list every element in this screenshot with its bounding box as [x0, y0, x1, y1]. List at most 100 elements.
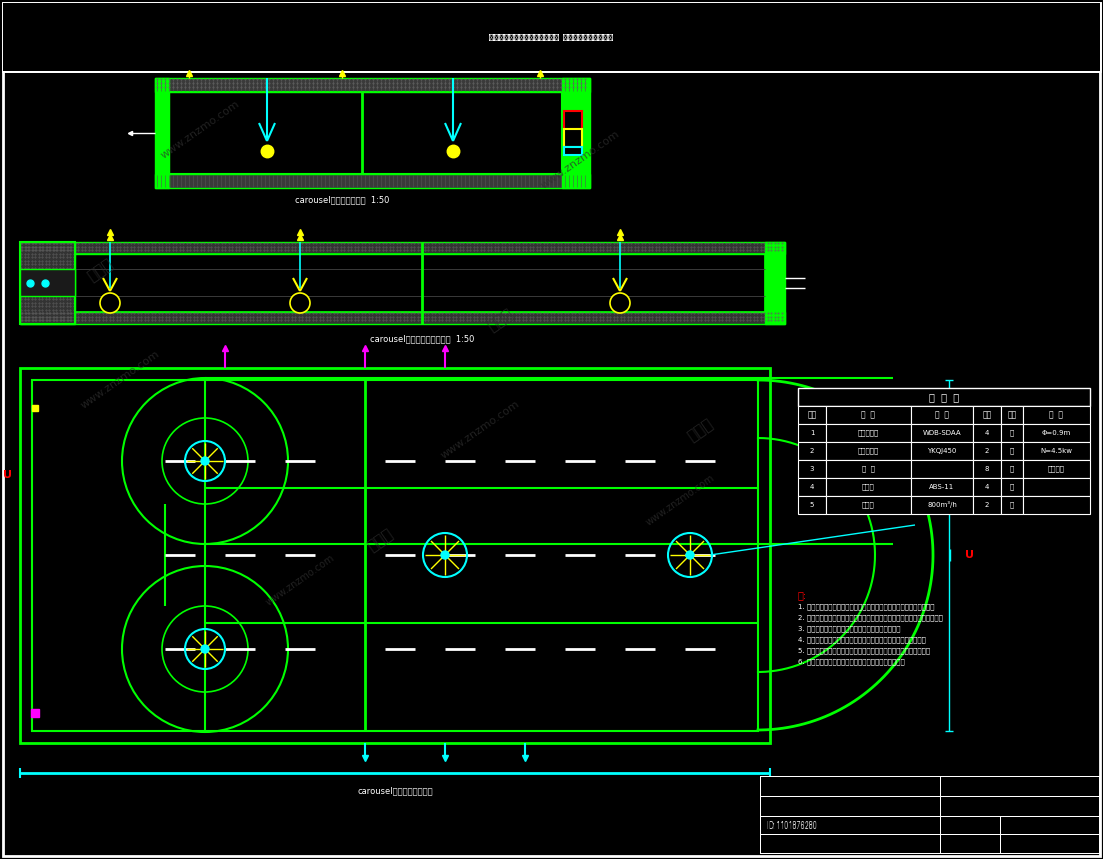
- Circle shape: [441, 551, 449, 559]
- Bar: [1002, 460, 1022, 478]
- Text: www.znzmo.com: www.znzmo.com: [644, 472, 716, 527]
- Text: 套: 套: [1010, 466, 1014, 472]
- Text: 800m³/h: 800m³/h: [927, 502, 957, 509]
- Bar: [1002, 424, 1022, 442]
- Text: carousel氧化沟主要尺寸  1:50: carousel氧化沟主要尺寸 1:50: [295, 196, 389, 204]
- Text: 4. 本设计图仅作为工艺参考图，具体施工以建筑专业施工图为准。: 4. 本设计图仅作为工艺参考图，具体施工以建筑专业施工图为准。: [797, 637, 925, 643]
- Text: 1. 本图纸各设备安装尺寸以设备提供商提资为准，结合现场情况确定。: 1. 本图纸各设备安装尺寸以设备提供商提资为准，结合现场情况确定。: [797, 604, 934, 610]
- Text: 闸  门: 闸 门: [861, 466, 875, 472]
- Bar: [797, 496, 826, 514]
- Bar: [826, 460, 911, 478]
- Text: 台: 台: [1010, 484, 1014, 490]
- Bar: [1022, 496, 1090, 514]
- Text: 4: 4: [985, 430, 989, 436]
- Text: 8: 8: [985, 466, 989, 472]
- Text: 知末网: 知末网: [685, 416, 716, 444]
- Circle shape: [686, 551, 694, 559]
- Bar: [797, 442, 826, 460]
- Bar: [765, 242, 785, 324]
- Text: 知末网: 知末网: [364, 526, 396, 554]
- Text: 3: 3: [810, 466, 814, 472]
- Text: 2: 2: [985, 448, 989, 454]
- Bar: [20, 269, 75, 296]
- Bar: [1022, 478, 1090, 496]
- Bar: [797, 478, 826, 496]
- Bar: [826, 406, 911, 424]
- Text: carousel氧化沟平面及剖面: carousel氧化沟平面及剖面: [357, 787, 432, 795]
- Bar: [156, 78, 590, 92]
- Text: 5. 本图材料如无特别标注均为碳钢，应做防腐处理，水下环氧涂料。: 5. 本图材料如无特别标注均为碳钢，应做防腐处理，水下环氧涂料。: [797, 648, 930, 655]
- Bar: [973, 442, 1002, 460]
- Bar: [911, 406, 973, 424]
- Text: www.znzmo.com: www.znzmo.com: [78, 349, 161, 411]
- Bar: [1022, 424, 1090, 442]
- Bar: [564, 111, 582, 129]
- Bar: [1002, 442, 1022, 460]
- Bar: [169, 92, 563, 174]
- Text: 台: 台: [1010, 430, 1014, 436]
- Bar: [826, 424, 911, 442]
- Text: 单位: 单位: [1007, 411, 1017, 419]
- Circle shape: [100, 293, 120, 313]
- Bar: [3, 3, 1100, 71]
- Text: www.znzmo.com: www.znzmo.com: [264, 552, 336, 607]
- Bar: [20, 242, 785, 254]
- Text: www.znzmo.com: www.znzmo.com: [439, 399, 522, 461]
- Text: 水下推进器: 水下推进器: [857, 448, 879, 454]
- Text: 转碟曝气机: 转碟曝气机: [857, 430, 879, 436]
- Bar: [75, 254, 765, 312]
- Text: www.znzmo.com: www.znzmo.com: [538, 129, 621, 191]
- Bar: [911, 460, 973, 478]
- Bar: [32, 380, 758, 731]
- Circle shape: [610, 293, 630, 313]
- Bar: [973, 496, 1002, 514]
- Bar: [797, 388, 1090, 406]
- Text: 知末网: 知末网: [484, 306, 515, 334]
- Bar: [973, 478, 1002, 496]
- Text: 备  注: 备 注: [1049, 411, 1063, 419]
- Text: 知末网: 知末网: [85, 256, 116, 284]
- Text: 铸铁螺杆: 铸铁螺杆: [1048, 466, 1064, 472]
- Bar: [797, 424, 826, 442]
- Circle shape: [290, 293, 310, 313]
- Bar: [169, 92, 563, 174]
- Bar: [911, 496, 973, 514]
- Bar: [973, 406, 1002, 424]
- Text: 注:: 注:: [797, 590, 807, 600]
- Bar: [1022, 406, 1090, 424]
- Bar: [826, 478, 911, 496]
- Bar: [1002, 496, 1022, 514]
- Bar: [1002, 478, 1022, 496]
- Bar: [911, 478, 973, 496]
- Bar: [826, 496, 911, 514]
- Bar: [156, 174, 590, 188]
- Bar: [1002, 406, 1022, 424]
- Bar: [1022, 460, 1090, 478]
- Text: 4: 4: [810, 484, 814, 490]
- Bar: [156, 78, 169, 188]
- Text: carousel氧化沟主要尺寸标注  1:50: carousel氧化沟主要尺寸标注 1:50: [370, 334, 474, 344]
- Bar: [973, 424, 1002, 442]
- Text: Φ=0.9m: Φ=0.9m: [1041, 430, 1071, 436]
- Bar: [75, 254, 765, 312]
- Text: 编号: 编号: [807, 411, 816, 419]
- Text: 4: 4: [985, 484, 989, 490]
- Text: YKQJ450: YKQJ450: [928, 448, 956, 454]
- Bar: [20, 312, 785, 324]
- Text: 数量: 数量: [983, 411, 992, 419]
- Bar: [564, 129, 582, 147]
- Text: 污泥泵: 污泥泵: [861, 502, 875, 509]
- Text: 型  号: 型 号: [935, 411, 949, 419]
- Bar: [797, 406, 826, 424]
- Circle shape: [201, 645, 208, 653]
- Text: www.znzmo.com: www.znzmo.com: [159, 99, 242, 161]
- Text: U: U: [965, 550, 974, 560]
- Text: 设  备  表: 设 备 表: [929, 392, 960, 402]
- Text: 污水泵: 污水泵: [861, 484, 875, 490]
- Bar: [973, 460, 1002, 478]
- Text: 1: 1: [810, 430, 814, 436]
- Text: 名  称: 名 称: [861, 411, 875, 419]
- Text: 台: 台: [1010, 502, 1014, 509]
- Text: 6. 本方案仅供参考，具体以招标文件和地方规范为准。: 6. 本方案仅供参考，具体以招标文件和地方规范为准。: [797, 659, 904, 666]
- Bar: [797, 460, 826, 478]
